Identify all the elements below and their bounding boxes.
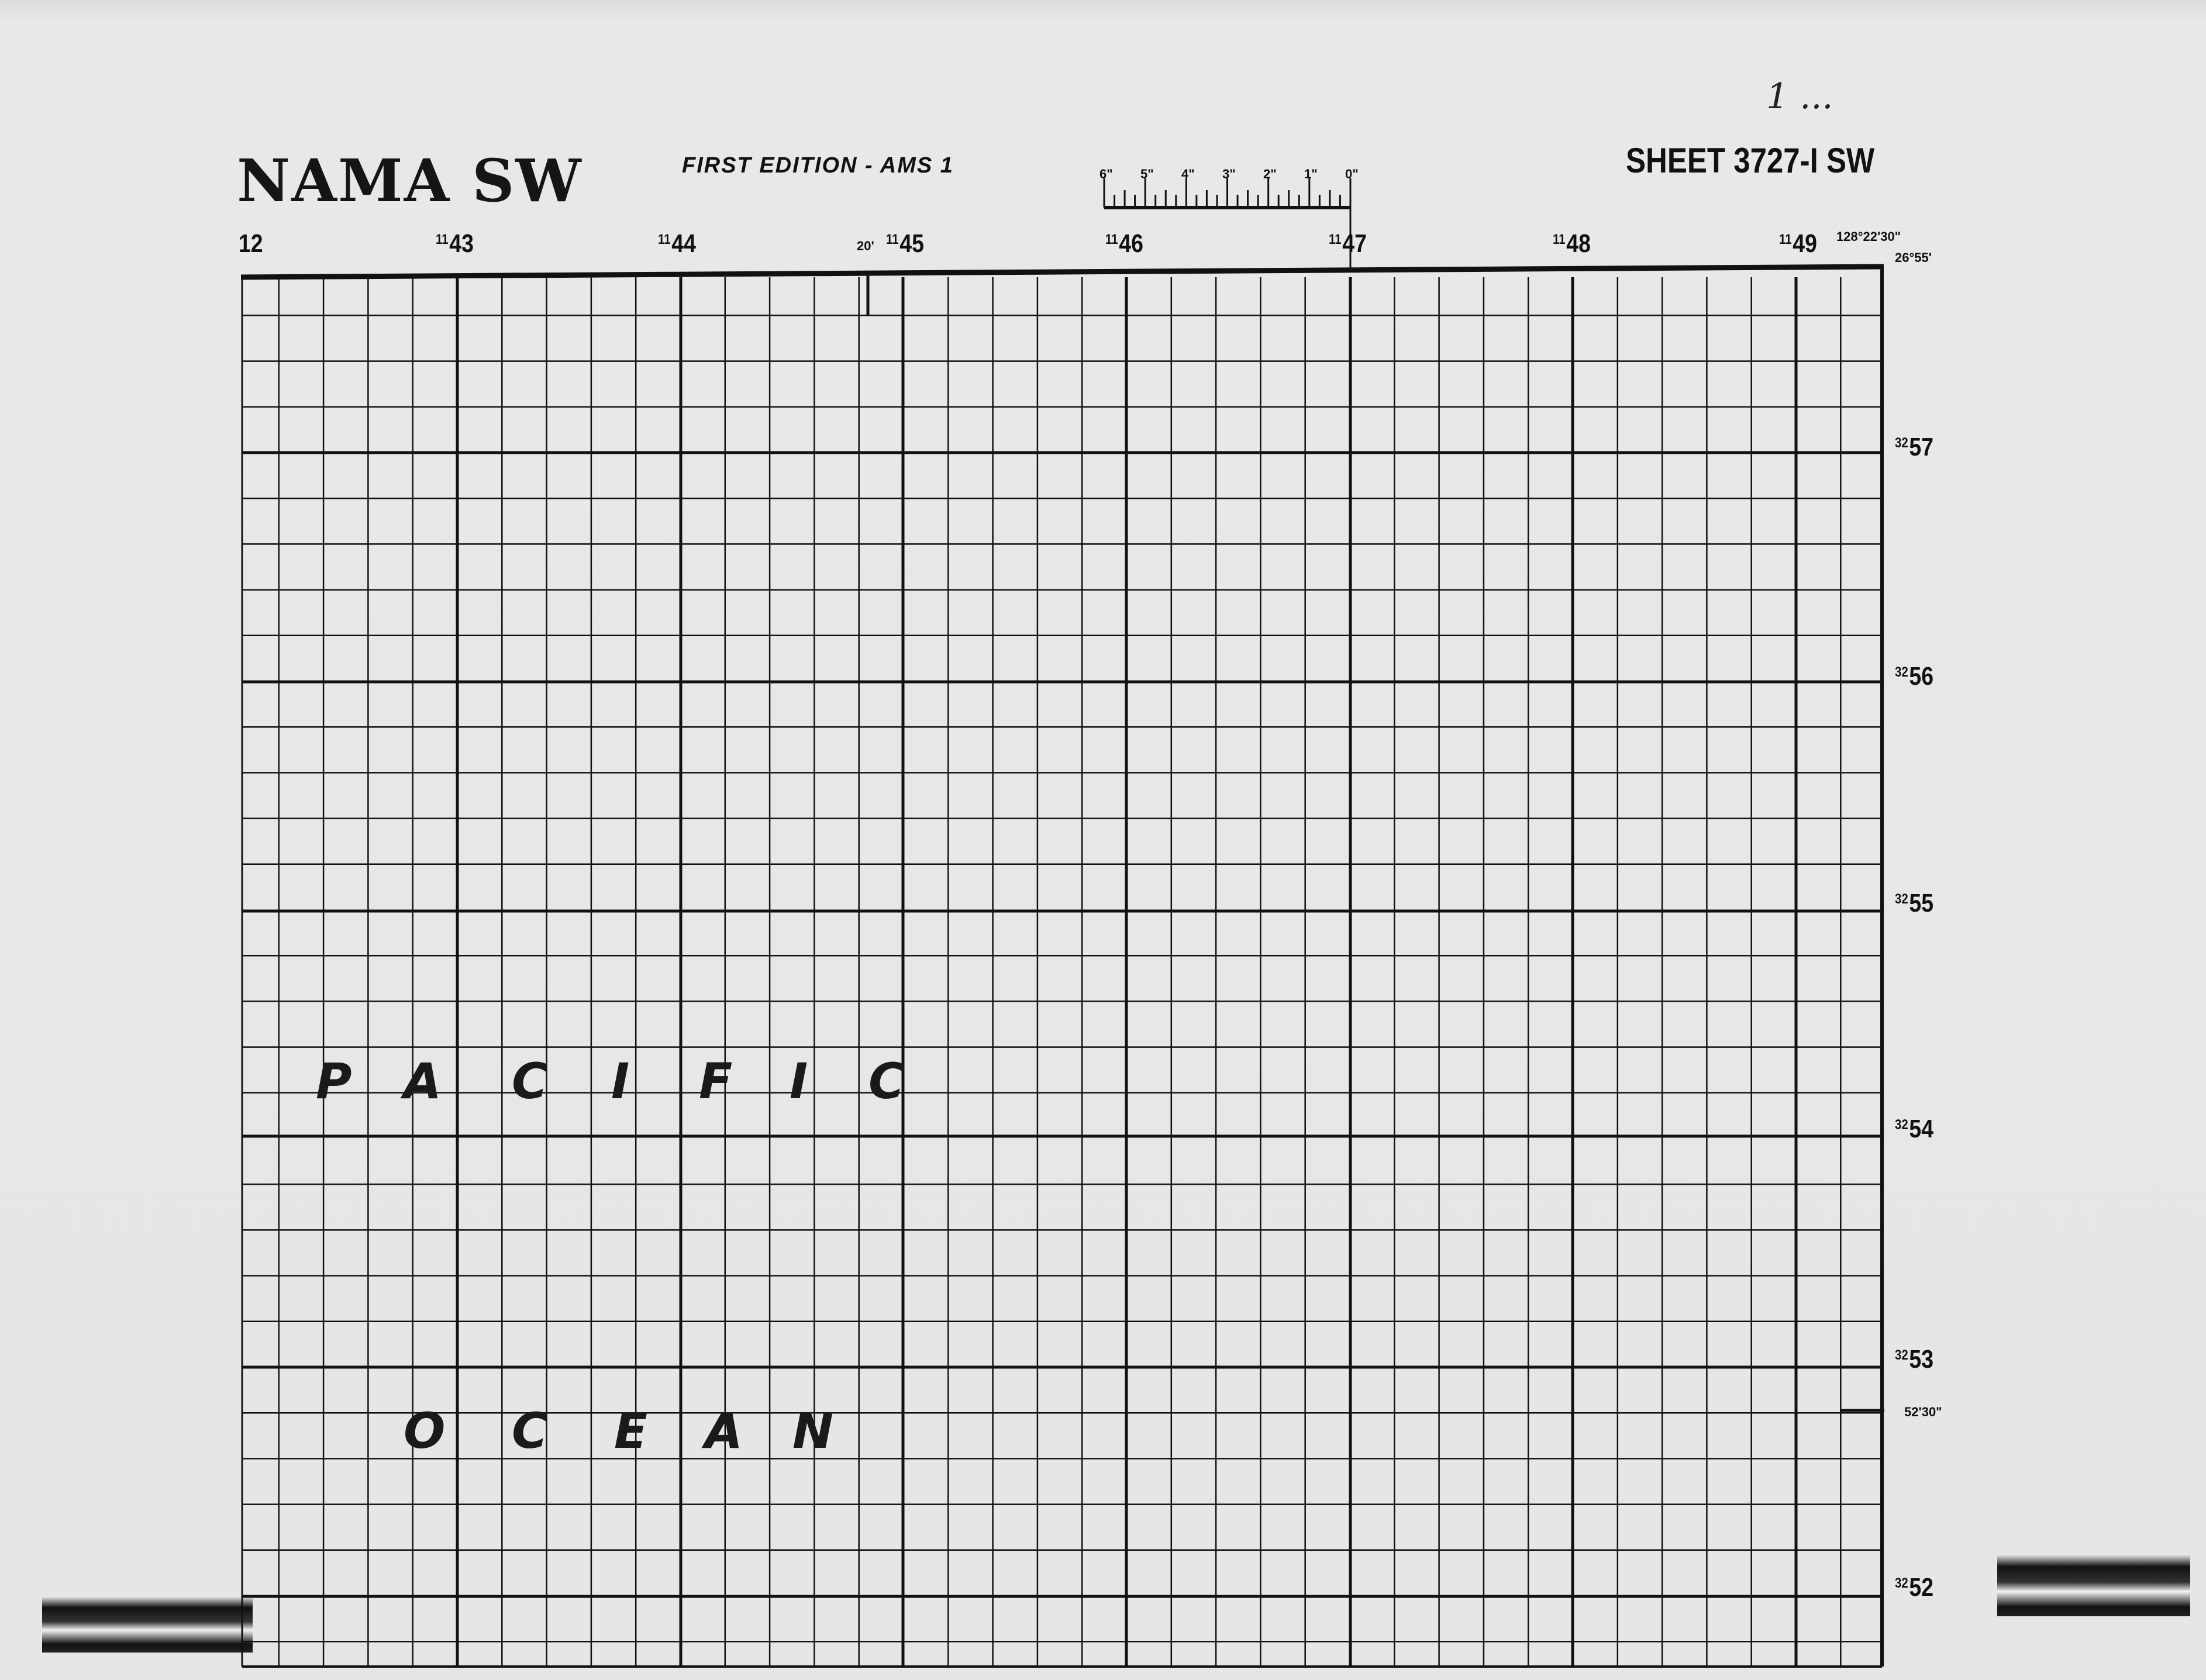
corner-latitude: 26°55' [1895,250,1932,265]
ocean-letter: E [614,1402,648,1460]
ocean-letter: O [404,1402,446,1460]
right-grid-label: 3252 [1895,1573,1934,1602]
right-grid-label: 3254 [1895,1115,1934,1143]
right-grid-label: 3256 [1895,662,1934,691]
right-grid-label: 3255 [1895,889,1934,917]
top-grid-label: 1145 [886,229,924,258]
pacific-letter: I [611,1053,630,1110]
pacific-letter: C [512,1053,548,1110]
edition-label: FIRST EDITION - AMS 1 [682,153,954,178]
scale-bar-label: 5" [1140,167,1154,181]
scale-bar-label: 0" [1345,167,1359,181]
scale-bar-label: 4" [1181,167,1195,181]
top-grid-label: 1148 [1553,229,1591,258]
scale-bar-label: 6" [1099,167,1113,181]
scale-bar-label: 3" [1222,167,1236,181]
pacific-letter: P [316,1053,352,1110]
pacific-letter: F [699,1053,733,1110]
pacific-letter: I [790,1053,808,1110]
top-grid-label: 1146 [1105,229,1143,258]
handwritten-note: 1 ... [1766,76,1833,117]
pacific-letter: C [868,1053,905,1110]
ocean-letter: N [792,1402,834,1460]
pacific-letter: A [404,1053,442,1110]
film-edge-bar-right [1997,1554,2190,1616]
map-border-top [240,264,1884,280]
right-grid-label: 3257 [1895,433,1934,461]
minute-tick-label-right: 52'30" [1904,1405,1942,1419]
top-grid-label: 1143 [436,229,474,258]
map-title: NAMA SW [237,146,582,215]
top-grid-label: 1147 [1329,229,1367,258]
scale-bar-label: 2" [1263,167,1277,181]
sheet-number: SHEET 3727-I SW [1626,141,1875,180]
ocean-letter: A [705,1402,743,1460]
top-grid-label: 12 [239,229,263,258]
top-grid-label: 1149 [1779,229,1817,258]
film-edge-bar-left [42,1596,253,1653]
minute-tick-label-top: 20' [857,239,874,253]
corner-longitude: 128°22'30" [1836,229,1901,244]
top-grid-label: 1144 [658,229,696,258]
scale-bar-label: 1" [1304,167,1318,181]
right-grid-label: 3253 [1895,1345,1934,1374]
ocean-letter: C [512,1402,548,1460]
